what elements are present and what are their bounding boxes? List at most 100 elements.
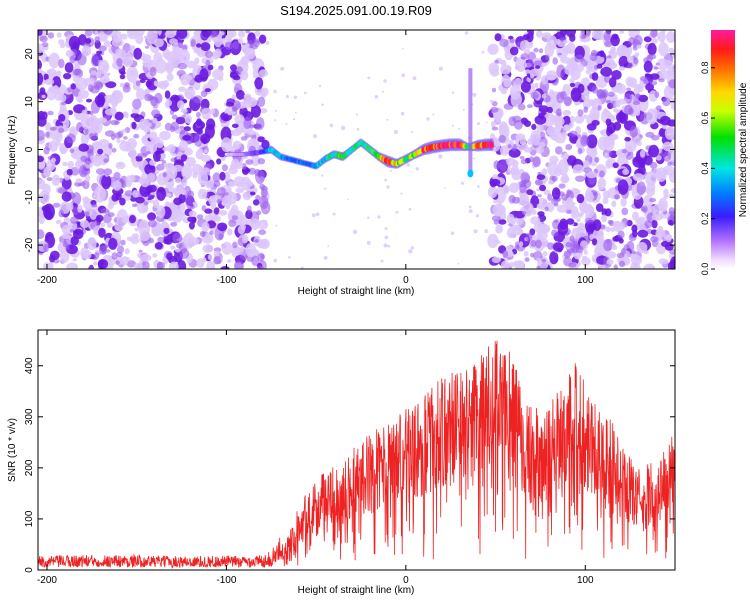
noise-speckle xyxy=(562,109,572,116)
noise-speckle xyxy=(47,110,54,116)
noise-speckle xyxy=(179,248,190,259)
noise-speckle xyxy=(604,40,613,48)
noise-speckle xyxy=(45,122,52,131)
noise-speckle xyxy=(230,64,238,71)
noise-speckle xyxy=(367,76,371,80)
noise-speckle xyxy=(217,222,228,232)
noise-speckle xyxy=(171,114,178,120)
noise-speckle xyxy=(552,57,558,65)
noise-speckle xyxy=(227,191,238,205)
noise-speckle xyxy=(190,39,196,47)
noise-speckle xyxy=(70,129,76,134)
colorbar-tick-label: 0.4 xyxy=(700,162,710,175)
y-tick-label: 0 xyxy=(24,146,35,152)
noise-speckle xyxy=(154,242,163,250)
noise-speckle xyxy=(541,258,547,263)
noise-speckle xyxy=(135,196,145,204)
noise-speckle xyxy=(605,160,612,169)
noise-speckle xyxy=(581,257,591,266)
noise-speckle xyxy=(204,208,213,214)
noise-speckle xyxy=(61,101,67,106)
noise-speckle xyxy=(501,90,507,95)
noise-speckle xyxy=(56,32,62,38)
noise-speckle xyxy=(152,253,158,258)
noise-speckle xyxy=(491,215,501,222)
noise-speckle xyxy=(629,125,638,138)
noise-speckle xyxy=(220,38,226,45)
noise-speckle xyxy=(494,33,502,42)
noise-speckle xyxy=(112,180,122,191)
noise-speckle xyxy=(495,224,503,234)
noise-speckle xyxy=(382,90,385,93)
noise-speckle xyxy=(103,73,110,78)
noise-speckle xyxy=(622,168,630,175)
noise-speckle xyxy=(477,185,480,188)
noise-speckle xyxy=(575,245,584,254)
noise-speckle xyxy=(121,256,129,266)
noise-speckle xyxy=(468,209,473,214)
noise-speckle xyxy=(87,237,97,251)
noise-speckle xyxy=(535,147,545,154)
noise-speckle xyxy=(170,245,176,250)
noise-speckle xyxy=(288,256,291,259)
noise-speckle xyxy=(121,216,129,224)
noise-speckle xyxy=(55,70,62,76)
noise-speckle xyxy=(221,137,232,153)
noise-speckle xyxy=(659,210,670,219)
noise-speckle xyxy=(132,98,142,110)
noise-speckle xyxy=(103,40,111,48)
noise-speckle xyxy=(38,129,45,141)
noise-speckle xyxy=(146,30,158,45)
noise-speckle xyxy=(85,157,92,165)
noise-speckle xyxy=(508,194,516,204)
noise-speckle xyxy=(646,264,655,269)
noise-speckle xyxy=(77,204,83,213)
snr-panel: -200 -100 0 100 0 100 200 300 400 Height of stra… xyxy=(7,329,676,596)
noise-speckle xyxy=(219,171,226,181)
noise-speckle xyxy=(61,177,72,190)
noise-speckle xyxy=(176,243,183,249)
noise-speckle xyxy=(588,99,595,104)
noise-speckle xyxy=(315,212,320,217)
noise-speckle xyxy=(154,92,163,104)
noise-speckle xyxy=(104,114,111,119)
noise-speckle xyxy=(71,146,81,157)
noise-speckle xyxy=(524,69,531,74)
noise-speckle xyxy=(149,66,157,77)
noise-speckle xyxy=(374,95,379,99)
noise-speckle xyxy=(115,192,122,197)
noise-speckle xyxy=(127,30,138,40)
noise-speckle xyxy=(658,42,669,57)
noise-speckle xyxy=(586,134,598,149)
noise-speckle xyxy=(114,120,120,125)
noise-speckle xyxy=(259,238,270,250)
noise-speckle xyxy=(108,237,118,250)
noise-speckle xyxy=(606,126,613,137)
noise-speckle xyxy=(155,139,164,149)
noise-speckle xyxy=(48,140,59,152)
noise-speckle xyxy=(166,252,173,261)
snr-ticks: -200 -100 0 100 0 100 200 300 400 xyxy=(24,330,675,586)
noise-speckle xyxy=(481,50,485,54)
noise-speckle xyxy=(498,135,507,143)
noise-speckle xyxy=(383,79,387,83)
noise-speckle xyxy=(75,77,88,91)
noise-speckle xyxy=(241,155,248,160)
noise-speckle xyxy=(505,158,517,166)
noise-speckle xyxy=(635,93,641,99)
noise-speckle xyxy=(70,167,80,176)
noise-speckle xyxy=(366,240,371,245)
noise-speckle xyxy=(508,35,514,40)
noise-speckle xyxy=(498,219,507,225)
noise-speckle xyxy=(631,224,638,233)
noise-speckle xyxy=(75,178,83,184)
noise-speckle xyxy=(599,170,605,178)
noise-speckle xyxy=(120,239,126,246)
noise-speckle xyxy=(517,103,526,111)
noise-speckle xyxy=(556,91,565,104)
noise-speckle xyxy=(41,42,49,48)
noise-speckle xyxy=(533,47,539,53)
noise-speckle xyxy=(592,149,598,157)
noise-speckle xyxy=(563,96,572,107)
noise-speckle xyxy=(58,114,66,122)
